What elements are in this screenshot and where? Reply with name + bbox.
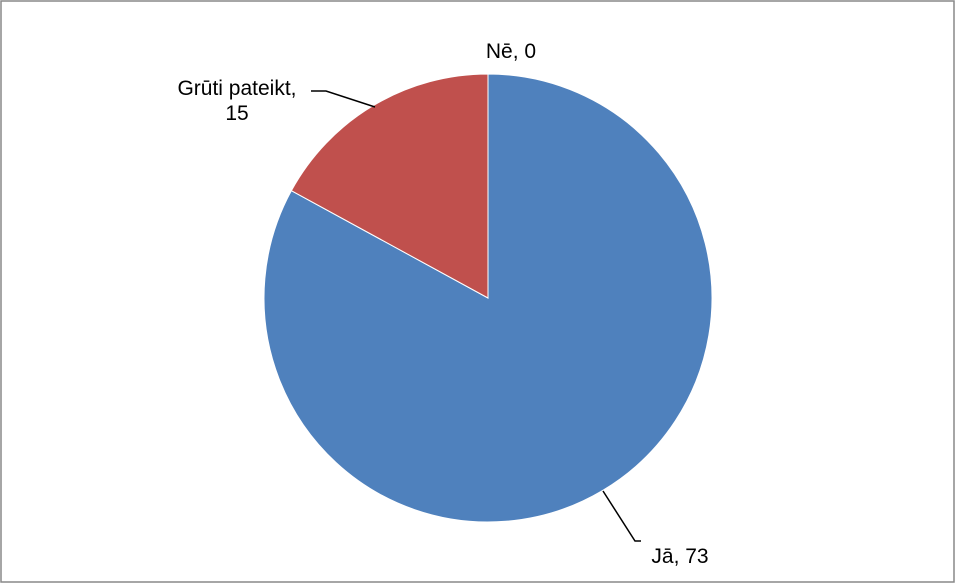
data-label: Grūti pateikt, 15 [177, 77, 296, 125]
pie-slice-jā [263, 73, 713, 523]
pie-slices [263, 73, 713, 523]
data-label-line: 15 [225, 102, 248, 125]
leader-line [602, 490, 641, 542]
data-label-line: Grūti pateikt, [177, 77, 296, 100]
data-label: Nē, 0 [486, 40, 536, 63]
leader-lines [311, 90, 641, 542]
pie-slice-grūti-pateikt [290, 73, 489, 299]
data-labels: Jā, 73 Nē, 0 Grūti pateikt, 15 [177, 40, 708, 568]
leader-line [311, 90, 376, 108]
data-label: Jā, 73 [651, 545, 708, 568]
data-label-line: Nē, 0 [486, 40, 536, 63]
data-label-line: Jā, 73 [651, 545, 708, 568]
